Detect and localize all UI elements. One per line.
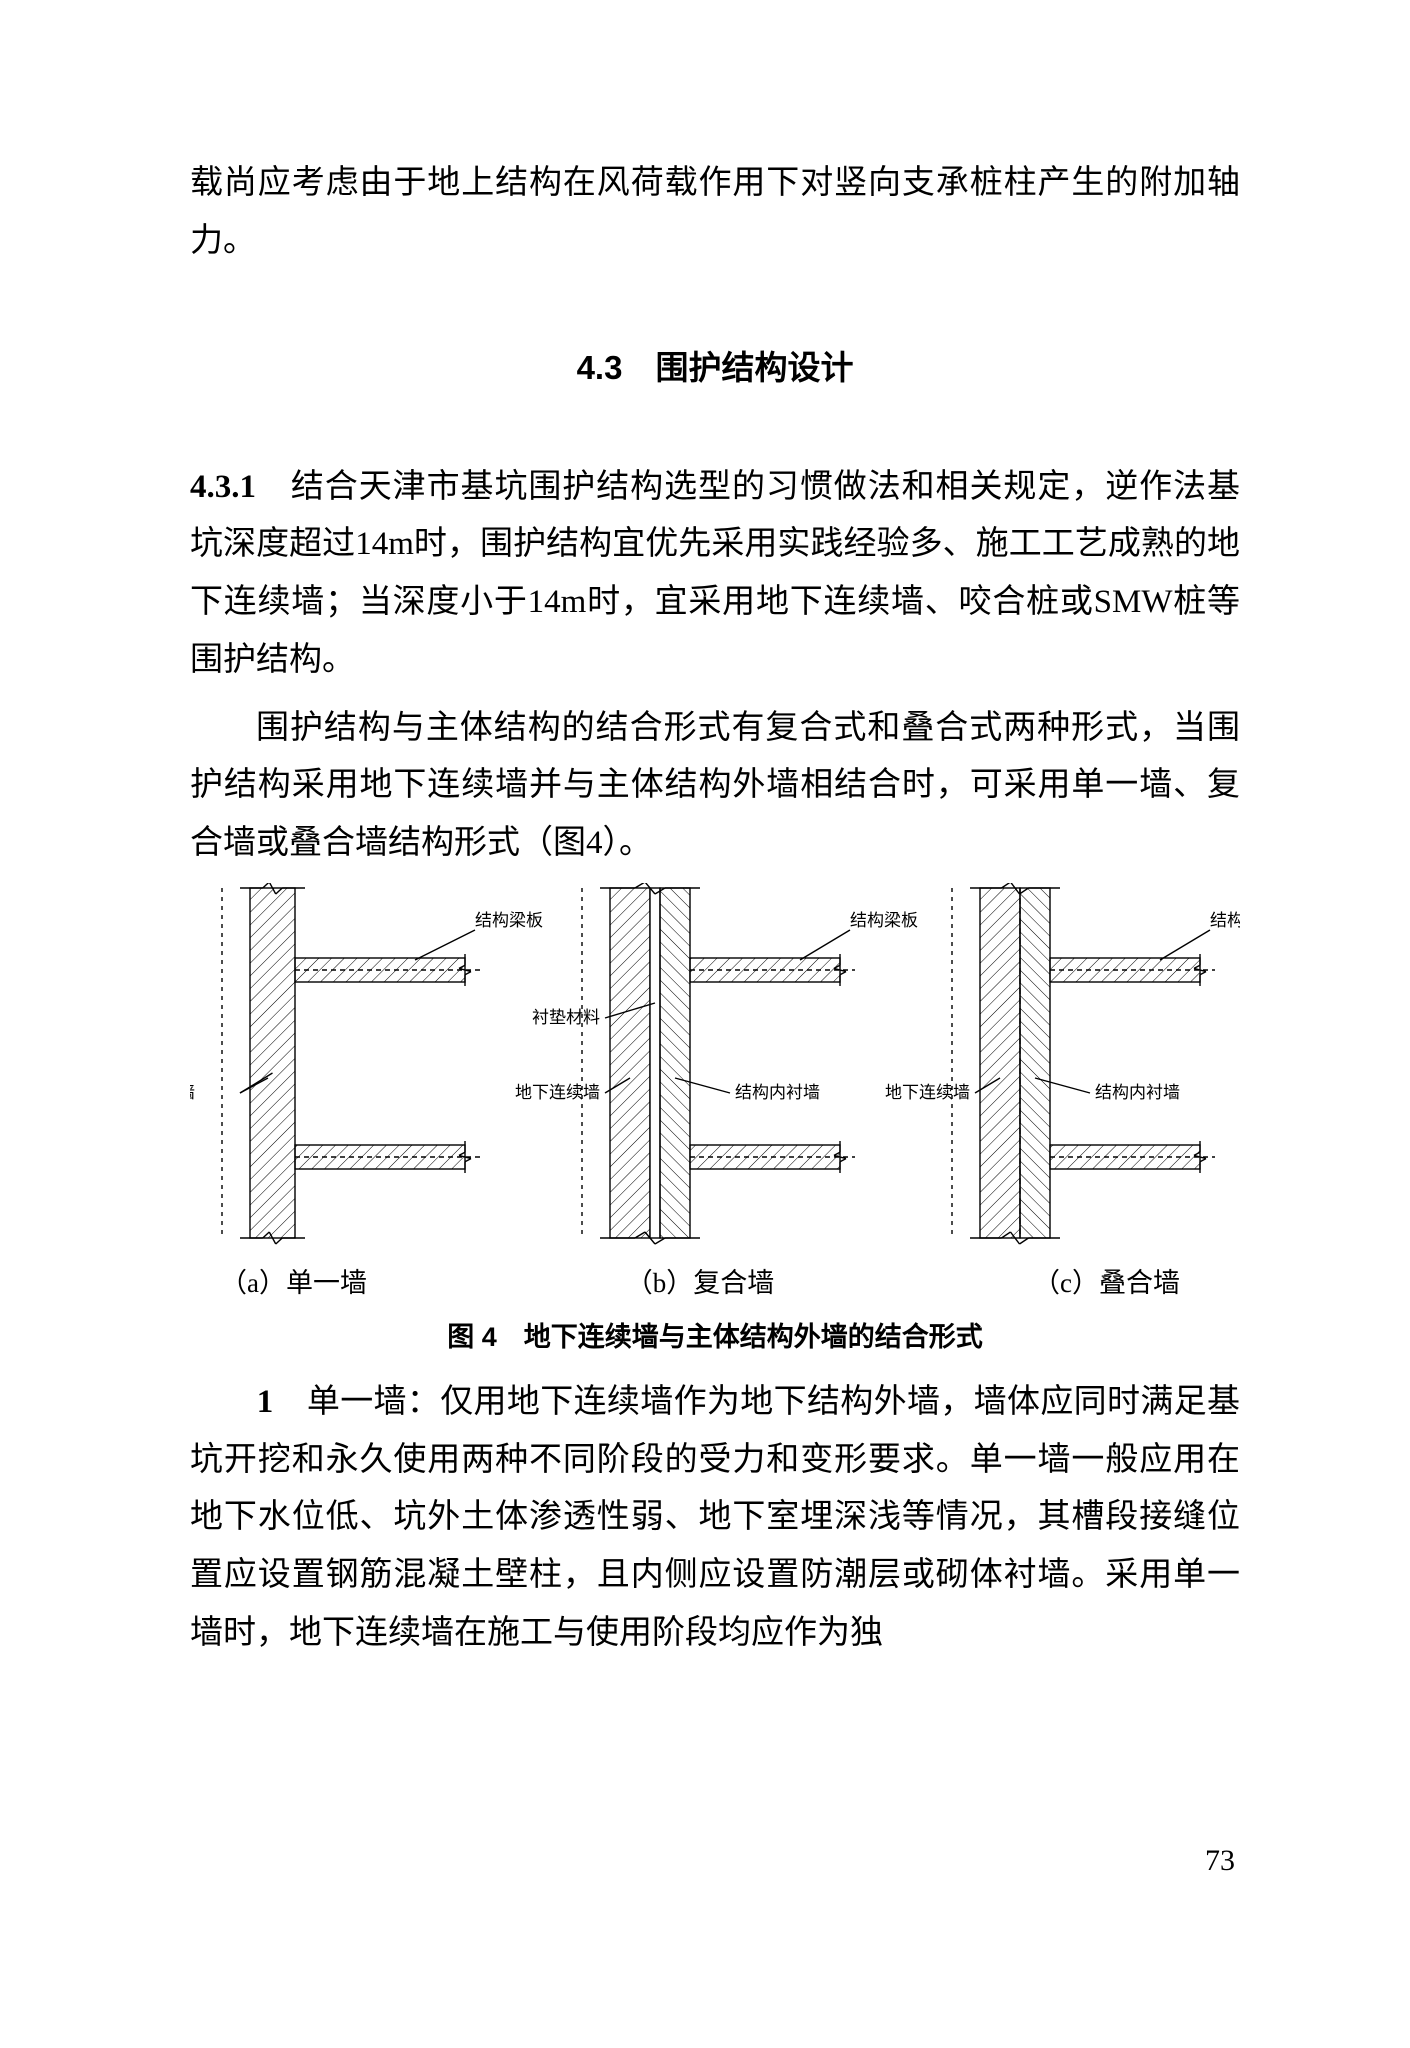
figure-subcaptions: （a）单一墙 （b）复合墙 （c）叠合墙 — [190, 1261, 1240, 1300]
section-heading: 4.3 围护结构设计 — [190, 341, 1240, 389]
svg-text:地下连续墙: 地下连续墙 — [885, 1083, 970, 1102]
subcaption-c: （c）叠合墙 — [1033, 1261, 1180, 1300]
figure-caption: 图 4 地下连续墙与主体结构外墙的结合形式 — [190, 1315, 1240, 1354]
clause-text: 结合天津市基坑围护结构选型的习惯做法和相关规定，逆作法基坑深度超过14m时，围护… — [190, 469, 1240, 678]
item-1-number: 1 — [257, 1384, 274, 1420]
item-1-text: 单一墙：仅用地下连续墙作为地下结构外墙，墙体应同时满足基坑开挖和永久使用两种不同… — [190, 1384, 1240, 1651]
intro-paragraph: 载尚应考虑由于地上结构在风荷载作用下对竖向支承桩柱产生的附加轴力。 — [190, 155, 1240, 271]
figure-svg: 结构梁板地下连续墙 结构梁板衬垫材料地下连续墙 结构内衬墙 结构梁板地下连续墙 结构内衬… — [190, 883, 1240, 1253]
paragraph-2: 围护结构与主体结构的结合形式有复合式和叠合式两种形式，当围护结构采用地下连续墙并… — [190, 700, 1240, 873]
figure-caption-text: 地下连续墙与主体结构外墙的结合形式 — [524, 1322, 983, 1352]
subcaption-a: （a）单一墙 — [220, 1261, 367, 1300]
figure-caption-num: 图 4 — [447, 1322, 497, 1352]
svg-text:结构梁板: 结构梁板 — [475, 911, 543, 930]
svg-text:衬垫材料: 衬垫材料 — [532, 1008, 600, 1027]
svg-text:结构内衬墙: 结构内衬墙 — [735, 1083, 820, 1102]
clause-paragraph: 4.3.1 结合天津市基坑围护结构选型的习惯做法和相关规定，逆作法基坑深度超过1… — [190, 459, 1240, 690]
page-number: 73 — [1205, 1844, 1235, 1878]
svg-text:结构梁板: 结构梁板 — [850, 911, 918, 930]
subcaption-b: （b）复合墙 — [626, 1261, 775, 1300]
svg-text:地下连续墙: 地下连续墙 — [190, 1083, 195, 1102]
section-title: 围护结构设计 — [655, 349, 853, 386]
clause-number: 4.3.1 — [190, 469, 256, 505]
svg-text:结构梁板: 结构梁板 — [1210, 911, 1240, 930]
item-1-paragraph: 1 单一墙：仅用地下连续墙作为地下结构外墙，墙体应同时满足基坑开挖和永久使用两种… — [190, 1374, 1240, 1663]
figure-4: 结构梁板地下连续墙 结构梁板衬垫材料地下连续墙 结构内衬墙 结构梁板地下连续墙 结构内衬… — [190, 883, 1240, 1354]
section-number: 4.3 — [577, 349, 623, 386]
svg-text:结构内衬墙: 结构内衬墙 — [1095, 1083, 1180, 1102]
svg-text:地下连续墙: 地下连续墙 — [515, 1083, 600, 1102]
